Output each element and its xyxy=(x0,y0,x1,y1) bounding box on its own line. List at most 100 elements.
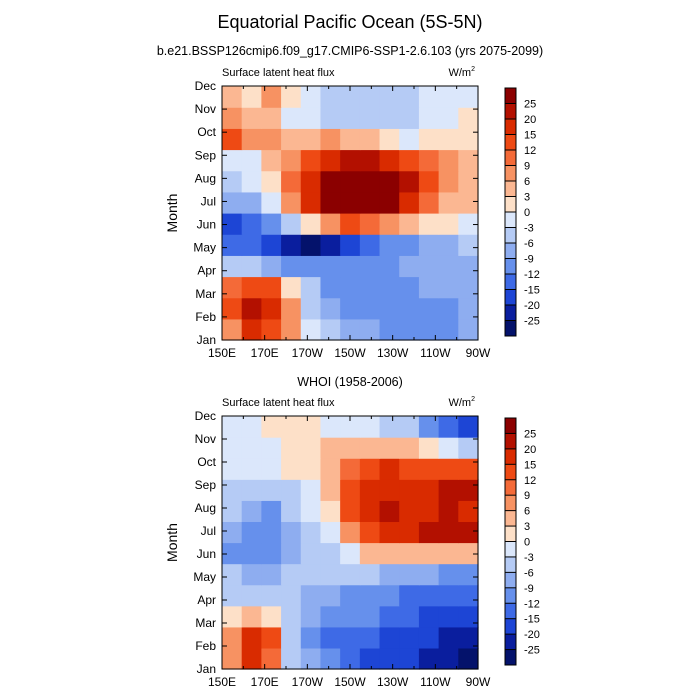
heatmap-cell xyxy=(359,318,381,341)
heatmap-cell xyxy=(399,149,420,172)
heatmap-cell xyxy=(320,563,341,586)
heatmap-cell xyxy=(359,170,381,193)
colorbar-label: 3 xyxy=(524,521,530,533)
heatmap-cell xyxy=(320,584,341,607)
heatmap-cell xyxy=(261,255,282,278)
colorbar-swatch xyxy=(505,274,516,290)
heatmap-cell xyxy=(340,107,361,129)
heatmap-cell xyxy=(458,149,479,172)
heatmap-cell xyxy=(261,213,282,235)
x-tick-label: 110W xyxy=(420,675,451,689)
colorbar-label: -12 xyxy=(524,269,540,281)
heatmap-cell xyxy=(281,107,302,129)
heatmap-cell xyxy=(418,605,440,628)
heatmap-cell xyxy=(438,563,459,586)
heatmap-cell xyxy=(261,521,282,544)
heatmap-cell xyxy=(300,297,322,320)
heatmap-cell xyxy=(222,563,243,586)
heatmap-cell xyxy=(241,297,262,320)
colorbar-label: 6 xyxy=(524,506,530,518)
y-tick-label: Jun xyxy=(197,547,216,561)
heatmap-cell xyxy=(458,297,479,320)
heatmap-cell xyxy=(340,234,361,256)
heatmap-cell xyxy=(379,191,400,214)
heatmap-cell xyxy=(438,297,459,320)
heatmap-cell xyxy=(241,626,262,649)
heatmap-cell xyxy=(438,584,459,607)
heatmap-cell xyxy=(320,191,341,214)
colorbar-swatch xyxy=(505,526,516,542)
heatmap-cell xyxy=(300,213,322,235)
heatmap-cell xyxy=(438,276,459,299)
heatmap-cell xyxy=(241,255,262,278)
heatmap-cell xyxy=(241,170,262,193)
colorbar-swatch xyxy=(505,196,516,213)
heatmap-cell xyxy=(222,647,243,670)
heatmap-cell xyxy=(241,128,262,151)
x-tick-label: 170W xyxy=(292,346,324,360)
heatmap-cell xyxy=(399,318,420,341)
heatmap-cell xyxy=(418,128,440,151)
heatmap-cell xyxy=(281,86,302,108)
heatmap-cell xyxy=(340,255,361,278)
heatmap-cell xyxy=(458,500,479,523)
heatmap-cell xyxy=(320,213,341,235)
heatmap-cell xyxy=(300,191,322,214)
heatmap-cell xyxy=(222,458,243,480)
heatmap-cell xyxy=(458,647,479,670)
heatmap-cell xyxy=(300,563,322,586)
heatmap-cell xyxy=(281,647,302,670)
heatmap-cell xyxy=(261,542,282,565)
y-tick-label: Nov xyxy=(195,432,216,446)
heatmap-cell xyxy=(359,276,381,299)
heatmap-cell xyxy=(241,213,262,235)
heatmap-cell xyxy=(418,458,440,480)
colorbar-label: -9 xyxy=(524,583,534,595)
colorbar-label: 0 xyxy=(524,537,530,549)
heatmap-cell xyxy=(261,297,282,320)
colorbar-swatch xyxy=(505,464,516,481)
colorbar-swatch xyxy=(505,134,516,151)
colorbar-label: 15 xyxy=(524,459,536,471)
y-tick-label: Dec xyxy=(195,79,216,93)
heatmap-cell xyxy=(281,149,302,172)
heatmap-cell xyxy=(458,234,479,256)
heatmap-cell xyxy=(261,234,282,256)
colorbar-label: 20 xyxy=(524,114,536,126)
heatmap-cell xyxy=(458,86,479,108)
heatmap-cell xyxy=(300,479,322,501)
colorbar-swatch xyxy=(505,320,516,337)
x-tick-label: 110W xyxy=(420,346,451,360)
heatmap-cell xyxy=(222,297,243,320)
y-tick-label: Sep xyxy=(195,148,217,162)
heatmap-cell xyxy=(438,521,459,544)
heatmap-cell xyxy=(222,605,243,628)
heatmap-cell xyxy=(261,605,282,628)
heatmap-cell xyxy=(399,521,420,544)
heatmap-cell xyxy=(300,542,322,565)
heatmap-cell xyxy=(359,107,381,129)
heatmap-cell xyxy=(340,213,361,235)
heatmap-cell xyxy=(222,255,243,278)
y-tick-label: Jul xyxy=(201,524,216,538)
heatmap-cell xyxy=(340,563,361,586)
heatmap-cell xyxy=(222,500,243,523)
colorbar-swatch xyxy=(505,479,516,496)
heatmap-cell xyxy=(222,149,243,172)
heatmap-cell xyxy=(222,276,243,299)
heatmap-cell xyxy=(359,626,381,649)
heatmap-cell xyxy=(399,416,420,438)
y-tick-label: Jun xyxy=(197,218,216,232)
heatmap-cell xyxy=(438,479,459,501)
heatmap-cell xyxy=(281,318,302,341)
heatmap-cell xyxy=(300,276,322,299)
heatmap-cells xyxy=(222,86,479,341)
heatmap-cell xyxy=(300,128,322,151)
heatmap-cell xyxy=(241,500,262,523)
heatmap-cell xyxy=(438,542,459,565)
heatmap-cell xyxy=(458,479,479,501)
heatmap-cell xyxy=(359,500,381,523)
heatmap-cell xyxy=(438,318,459,341)
heatmap-cell xyxy=(399,542,420,565)
